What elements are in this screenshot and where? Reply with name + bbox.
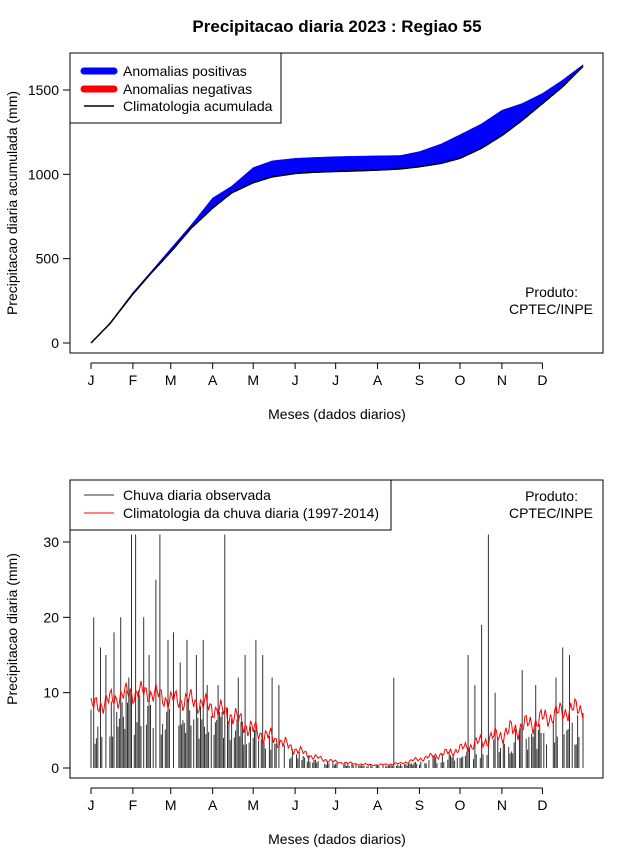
y-tick-label: 1500 [28, 82, 59, 98]
y-axis: 0 500 1000 1500 [28, 82, 71, 351]
x-tick-label: S [415, 372, 424, 388]
x-tick-label: A [373, 797, 383, 813]
x-tick-label: J [332, 372, 339, 388]
cumulative-panel: 0 500 1000 1500 J F M A M J J A S O N D Meses (dados d… [4, 52, 604, 422]
y-tick-label: 10 [43, 685, 59, 701]
legend-label-climatology: Climatologia da chuva diaria (1997-2014) [123, 505, 379, 521]
x-tick-label: M [165, 372, 177, 388]
x-tick-label: F [129, 797, 138, 813]
x-tick-label: D [537, 372, 547, 388]
climatology-daily-line [90, 680, 584, 767]
x-tick-label: J [88, 372, 95, 388]
x-tick-label: J [332, 797, 339, 813]
y-tick-label: 1000 [28, 166, 59, 182]
y-tick-label: 500 [36, 251, 60, 267]
y-tick-label: 0 [51, 760, 59, 776]
x-tick-label: M [247, 372, 259, 388]
y-tick-label: 30 [43, 534, 59, 550]
y-axis-label: Precipitacao diaria acumulada (mm) [4, 91, 20, 315]
x-tick-label: F [129, 372, 138, 388]
x-tick-label: A [208, 372, 218, 388]
legend-label-positive: Anomalias positivas [123, 63, 247, 79]
legend: Anomalias positivas Anomalias negativas … [69, 52, 282, 124]
daily-panel: 0 10 20 30 J F M A M J J A S O N D Meses (dados diario… [4, 479, 604, 847]
x-tick-label: D [537, 797, 547, 813]
x-tick-label: A [373, 372, 383, 388]
product-source: CPTEC/INPE [509, 301, 593, 317]
y-axis: 0 10 20 30 [43, 534, 71, 776]
product-label: Produto: [525, 284, 578, 300]
observed-daily-group [90, 534, 584, 768]
climatology-cumulative-line [90, 65, 584, 344]
legend-label-negative: Anomalias negativas [123, 81, 252, 97]
x-axis-label: Meses (dados diarios) [268, 831, 406, 847]
x-tick-label: J [292, 797, 299, 813]
x-tick-label: J [292, 372, 299, 388]
x-tick-label: S [415, 797, 424, 813]
legend-label-climatology: Climatologia acumulada [123, 98, 273, 114]
legend-label-observed: Chuva diaria observada [123, 487, 271, 503]
x-tick-label: A [208, 797, 218, 813]
legend: Chuva diaria observada Climatologia da c… [69, 479, 392, 531]
y-tick-label: 0 [51, 335, 59, 351]
climatology-daily-group [90, 680, 584, 767]
y-axis-label: Precipitacao diaria (mm) [4, 553, 20, 705]
product-label: Produto: [525, 488, 578, 504]
x-tick-label: O [455, 372, 466, 388]
legend-box [69, 479, 392, 531]
y-tick-label: 20 [43, 609, 59, 625]
product-source: CPTEC/INPE [509, 505, 593, 521]
x-tick-label: M [247, 797, 259, 813]
chart-title: Precipitacao diaria 2023 : Regiao 55 [192, 17, 481, 36]
anomaly-area-group [90, 64, 584, 344]
x-tick-label: N [497, 372, 507, 388]
x-axis-label: Meses (dados diarios) [268, 406, 406, 422]
x-tick-label: N [497, 797, 507, 813]
x-tick-label: J [88, 797, 95, 813]
x-tick-label: O [455, 797, 466, 813]
x-tick-label: M [165, 797, 177, 813]
